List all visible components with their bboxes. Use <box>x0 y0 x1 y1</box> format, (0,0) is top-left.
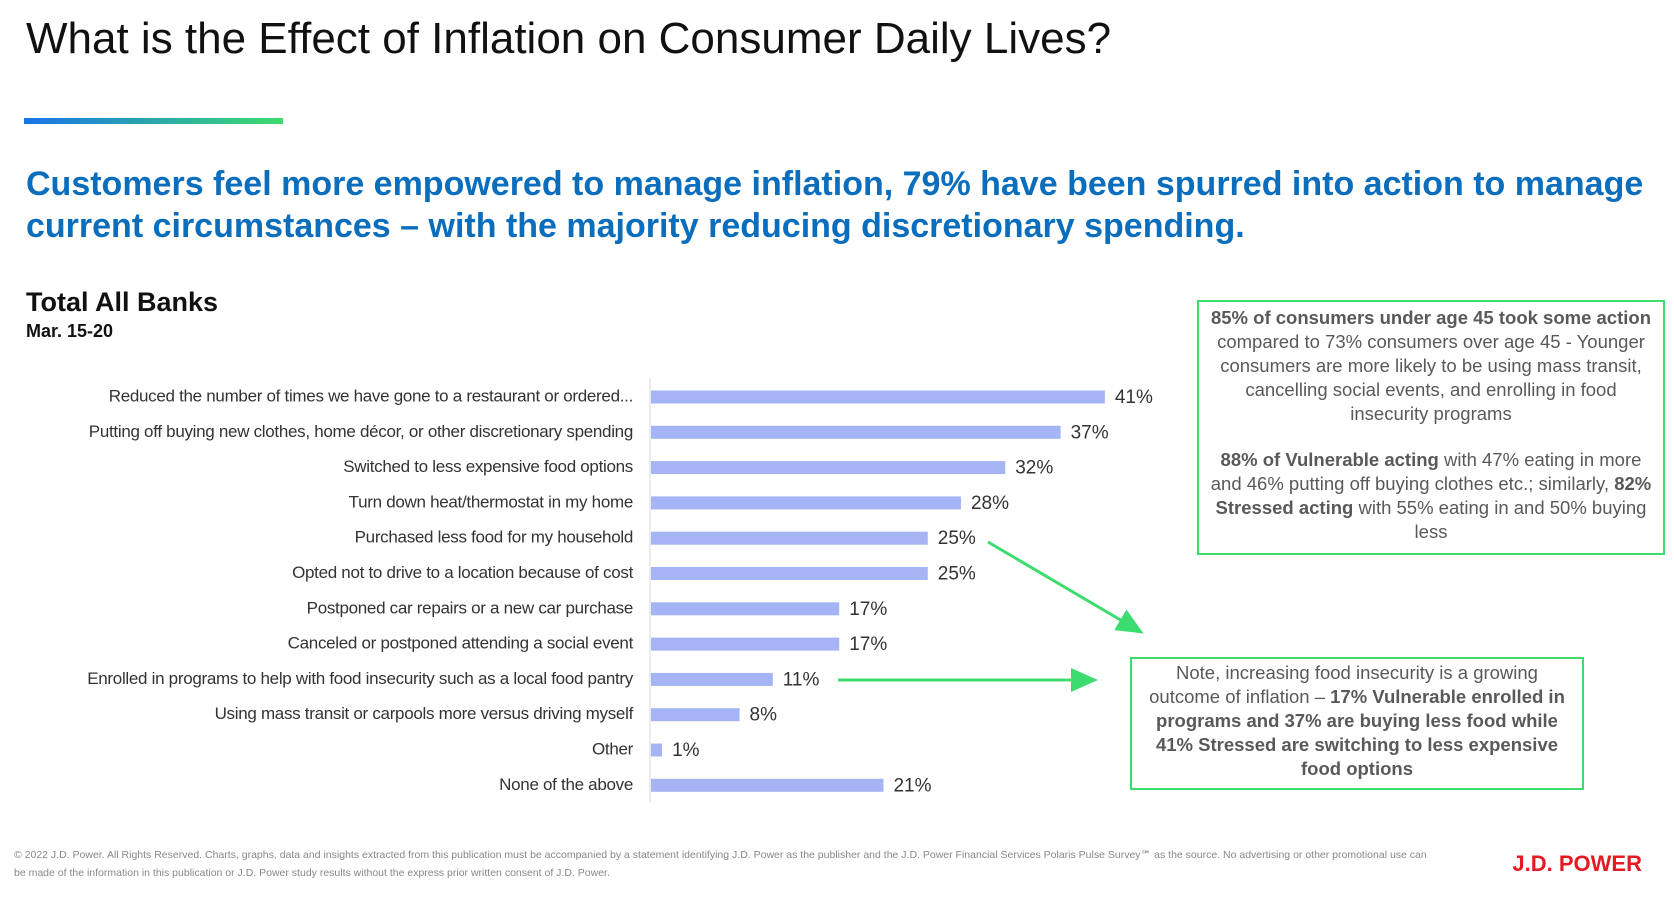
chart-title: Total All Banks <box>26 287 219 317</box>
callout-text: 85% of consumers under age 45 took some … <box>1210 307 1652 328</box>
bar <box>651 496 961 510</box>
accent-bar <box>24 118 283 124</box>
value-label: 28% <box>971 493 1009 514</box>
value-label: 32% <box>1015 458 1053 479</box>
category-label: Canceled or postponed attending a social… <box>288 634 634 653</box>
bar <box>651 567 928 580</box>
logo: J.D. POWER <box>1512 851 1642 876</box>
value-label: 25% <box>938 528 976 549</box>
value-label: 25% <box>938 564 976 585</box>
chart-subtitle: Mar. 15-20 <box>26 321 114 341</box>
category-label: Other <box>592 739 634 758</box>
subtitle: Customers feel more empowered to manage … <box>26 165 1644 245</box>
value-label: 1% <box>672 740 700 761</box>
bar <box>651 461 1006 475</box>
category-label: Putting off buying new clothes, home déc… <box>89 422 633 441</box>
callout-text: 88% of Vulnerable acting <box>1220 449 1439 470</box>
category-label: Reduced the number of times we have gone… <box>109 386 633 405</box>
callout: 85% of consumers under age 45 took some … <box>1197 300 1665 555</box>
value-label: 17% <box>849 634 887 655</box>
callout-text: Note, increasing food insecurity is a gr… <box>1149 662 1538 707</box>
bar <box>651 602 840 616</box>
callout-paragraph: 85% of consumers under age 45 took some … <box>1205 306 1657 426</box>
callout-text: 82% Stressed acting <box>1215 473 1652 518</box>
callout-text: with 47% eating in more and 46% putting … <box>1210 449 1642 494</box>
bar <box>651 425 1061 439</box>
callout: Note, increasing food insecurity is a gr… <box>1130 657 1584 790</box>
bar <box>651 778 884 792</box>
category-label: Opted not to drive to a location because… <box>292 563 634 582</box>
value-label: 8% <box>750 705 778 726</box>
callout-text: with 55% eating in and 50% buying less <box>1353 497 1647 542</box>
bar <box>651 637 840 651</box>
callout-text: 17% Vulnerable enrolled in programs and … <box>1155 686 1565 779</box>
bar <box>651 531 928 545</box>
value-label: 21% <box>893 775 931 796</box>
category-label: Using mass transit or carpools more vers… <box>215 704 634 723</box>
value-label: 37% <box>1071 422 1109 443</box>
arrow <box>987 540 1144 634</box>
category-label: Enrolled in programs to help with food i… <box>87 669 634 688</box>
bar <box>651 672 773 686</box>
category-label: Switched to less expensive food options <box>343 457 633 476</box>
footer: © 2022 J.D. Power. All Rights Reserved. … <box>14 849 1427 879</box>
callout-paragraph: Note, increasing food insecurity is a gr… <box>1138 661 1576 781</box>
title: What is the Effect of Inflation on Consu… <box>26 14 1112 63</box>
callout-text: compared to 73% consumers over age 45 - … <box>1217 331 1645 424</box>
value-label: 11% <box>783 669 820 690</box>
value-label: 41% <box>1115 387 1153 408</box>
bar <box>651 390 1105 404</box>
category-label: None of the above <box>499 775 633 794</box>
category-label: Turn down heat/thermostat in my home <box>349 492 633 511</box>
value-label: 17% <box>849 599 887 620</box>
callout-paragraph: 88% of Vulnerable acting with 47% eating… <box>1205 448 1657 544</box>
bar <box>651 743 663 757</box>
bar <box>651 708 740 722</box>
category-label: Purchased less food for my household <box>355 528 633 547</box>
category-label: Postponed car repairs or a new car purch… <box>307 598 633 617</box>
